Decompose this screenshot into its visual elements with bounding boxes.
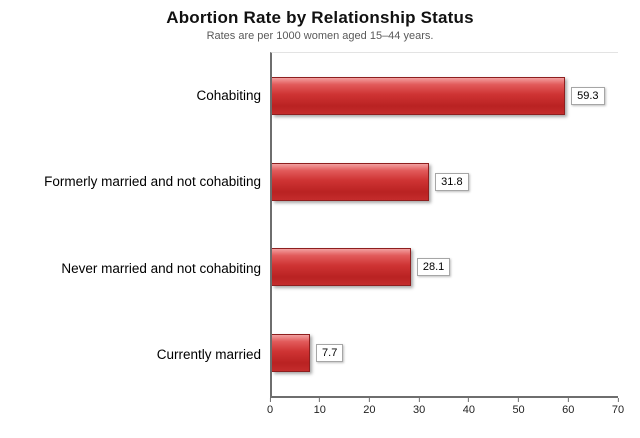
category-label: Cohabiting bbox=[196, 87, 261, 103]
x-tick-mark bbox=[617, 398, 619, 402]
x-tick-label: 60 bbox=[562, 404, 575, 416]
chart-subtitle: Rates are per 1000 women aged 15–44 year… bbox=[206, 30, 434, 42]
x-tick: 30 bbox=[413, 398, 425, 416]
x-tick-label: 10 bbox=[313, 404, 326, 416]
bar bbox=[272, 334, 311, 373]
x-tick-mark bbox=[468, 398, 470, 402]
x-tick-label: 50 bbox=[512, 404, 525, 416]
category-label: Currently married bbox=[156, 347, 261, 363]
bar bbox=[272, 248, 411, 287]
x-tick: 10 bbox=[314, 398, 326, 416]
x-tick-mark bbox=[319, 398, 321, 402]
x-tick: 20 bbox=[363, 398, 376, 416]
bar bbox=[272, 162, 430, 201]
bar bbox=[272, 76, 566, 115]
x-tick-label: 0 bbox=[266, 404, 274, 416]
category-label: Formerly married and not cohabiting bbox=[44, 174, 261, 190]
value-label: 31.8 bbox=[435, 172, 469, 191]
x-tick-label: 30 bbox=[413, 404, 426, 416]
x-tick-label: 40 bbox=[462, 404, 475, 416]
bar-row: 7.7 bbox=[272, 310, 618, 396]
category-label: Never married and not cohabiting bbox=[61, 260, 261, 276]
bar-row: 59.3 bbox=[272, 53, 618, 139]
bar-row: 28.1 bbox=[272, 225, 618, 311]
x-tick-mark bbox=[269, 398, 271, 402]
x-tick: 60 bbox=[562, 398, 574, 416]
x-tick: 50 bbox=[512, 398, 525, 416]
bar-row: 31.8 bbox=[272, 139, 618, 225]
x-tick: 0 bbox=[267, 398, 273, 416]
chart-title: Abortion Rate by Relationship Status bbox=[166, 8, 474, 27]
category-labels: Cohabiting Formerly married and not cohab… bbox=[0, 52, 270, 398]
chart-body: Cohabiting Formerly married and not cohab… bbox=[0, 52, 640, 420]
value-label: 7.7 bbox=[316, 344, 344, 363]
value-label: 59.3 bbox=[571, 86, 605, 105]
plot-area: 59.3 31.8 28.1 7.7 bbox=[270, 52, 618, 398]
x-tick-mark bbox=[567, 398, 569, 402]
value-label: 28.1 bbox=[416, 258, 451, 277]
x-tick-mark bbox=[368, 398, 370, 402]
x-axis: 0 10 20 30 40 50 60 70 bbox=[267, 398, 624, 420]
x-tick-mark bbox=[518, 398, 520, 402]
plot-column: 59.3 31.8 28.1 7.7 0 10 20 30 40 50 60 70 bbox=[267, 52, 624, 420]
x-tick: 40 bbox=[463, 398, 475, 416]
x-tick-label: 70 bbox=[611, 404, 625, 416]
x-tick-label: 20 bbox=[363, 404, 376, 416]
x-tick-mark bbox=[418, 398, 420, 402]
x-tick: 70 bbox=[612, 398, 624, 416]
